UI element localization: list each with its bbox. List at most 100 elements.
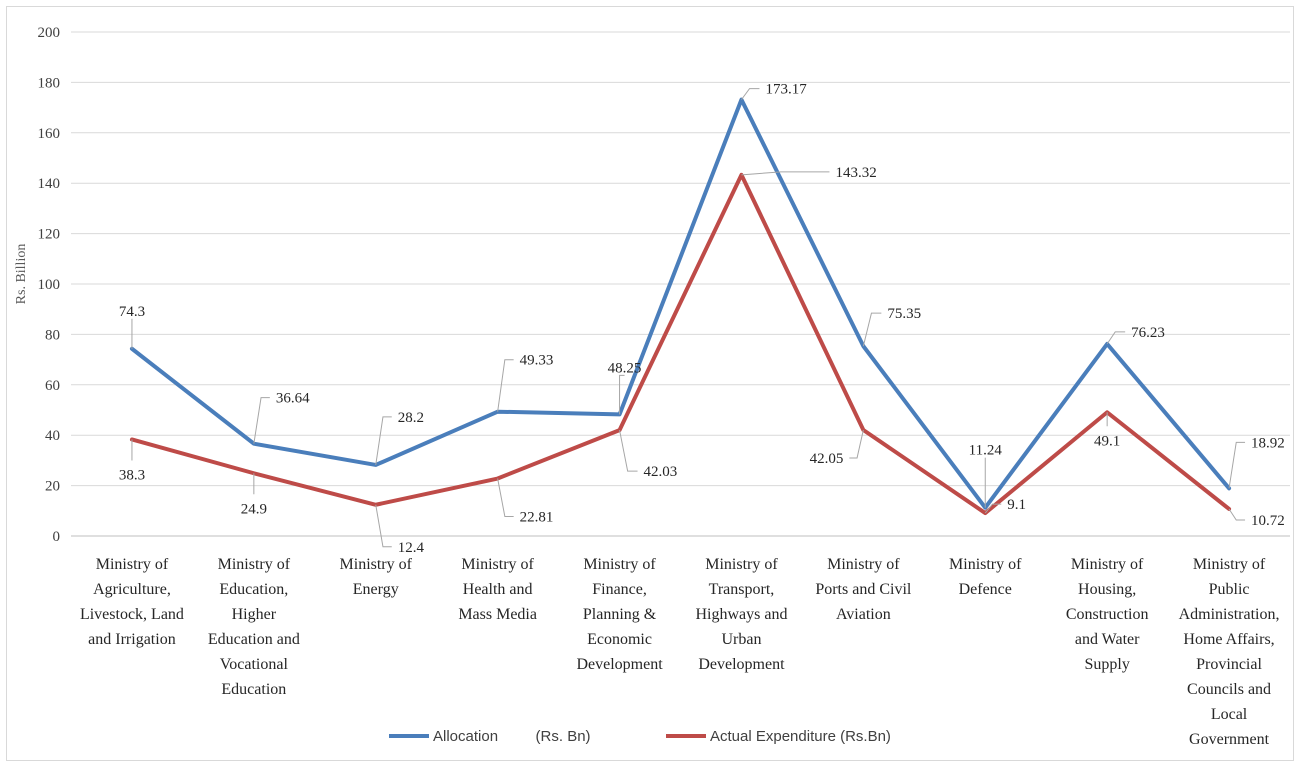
data-label: 74.3	[119, 304, 145, 320]
y-tick-label: 200	[38, 25, 61, 41]
x-tick-label: Ministry of Ports and Civil Aviation	[815, 556, 912, 623]
x-tick-label-line: Health and	[463, 581, 533, 598]
x-tick-label-line: Public	[1209, 581, 1250, 598]
data-labels-actual-expenditure: 38.3 24.9 12.4 22.81 42.03 143.32 42.05 9.1 49.1…	[119, 165, 1285, 556]
x-tick-label: Ministry of Public Administration, Home Aff…	[1179, 556, 1280, 748]
leader-line	[497, 478, 514, 518]
x-tick-label: Ministry of Housing, Construction and Water…	[1066, 556, 1149, 673]
x-tick-label-line: Highways and	[695, 606, 787, 623]
x-tick-label-line: Transport,	[709, 581, 775, 598]
data-label: 48.25	[608, 360, 642, 376]
leader-line	[619, 429, 638, 472]
legend-label-actual-expenditure: Actual Expenditure (Rs.Bn)	[710, 728, 891, 745]
leader-line	[849, 429, 864, 459]
leader-line	[497, 359, 514, 412]
x-tick-label-line: Ports and Civil	[815, 581, 912, 598]
leader-line	[375, 416, 392, 466]
x-tick-label: Ministry of Finance, Planning & Economic Dev…	[576, 556, 663, 673]
x-tick-label-line: Administration,	[1179, 606, 1280, 623]
legend-label-allocation: Allocation (Rs. Bn)	[433, 728, 591, 745]
data-label: 76.23	[1131, 325, 1165, 341]
leader-line	[1228, 441, 1246, 489]
y-tick-label: 140	[38, 176, 61, 192]
data-label: 22.81	[520, 510, 554, 526]
leader-line	[619, 374, 625, 415]
x-tick-label-line: Ministry of	[1193, 556, 1266, 573]
x-tick-label-line: Vocational	[220, 656, 289, 673]
x-tick-label-line: Development	[698, 656, 785, 673]
leader-line	[741, 88, 760, 100]
data-label: 75.35	[887, 306, 921, 322]
y-tick-label: 20	[45, 479, 60, 495]
x-tick-label-line: Energy	[353, 581, 399, 598]
y-tick-label: 120	[38, 227, 61, 243]
x-tick-label: Ministry of Health and Mass Media	[458, 556, 537, 623]
x-tick-label-line: Education,	[219, 581, 288, 598]
x-tick-label-line: Ministry of	[461, 556, 534, 573]
x-tick-label-line: Urban	[721, 631, 761, 648]
x-tick-label: Ministry of Agriculture, Livestock, Land an…	[80, 556, 184, 648]
y-tick-label: 60	[45, 378, 60, 394]
series-line-allocation	[129, 97, 1232, 510]
x-tick-label-line: Home Affairs,	[1183, 631, 1274, 648]
data-label: 38.3	[119, 467, 145, 483]
x-tick-label-line: Defence	[959, 581, 1012, 598]
data-label: 36.64	[276, 391, 310, 407]
y-tick-label: 80	[45, 327, 60, 343]
data-label: 12.4	[398, 540, 425, 556]
x-tick-label: Ministry of Energy	[340, 556, 413, 598]
x-tick-label-line: Ministry of	[218, 556, 291, 573]
legend: Allocation (Rs. Bn) Actual Expenditure (R…	[389, 728, 891, 745]
x-axis: Ministry of Agriculture, Livestock, Land an…	[80, 556, 1280, 748]
x-tick-label-line: Agriculture,	[93, 581, 171, 598]
y-axis: 0 20 40 60 80 100 120 140 160 180 200	[38, 25, 61, 545]
x-tick-label-line: Mass Media	[458, 606, 537, 623]
x-tick-label-line: and Water	[1075, 631, 1140, 648]
x-tick-label-line: Ministry of	[705, 556, 778, 573]
x-tick-label-line: Government	[1189, 731, 1270, 748]
x-tick-label-line: Higher	[232, 606, 277, 623]
series-line-actual-expenditure	[129, 172, 1232, 516]
data-label: 42.03	[644, 464, 678, 480]
leader-line	[741, 171, 830, 176]
x-tick-label-line: Finance,	[592, 581, 647, 598]
leader-line	[375, 504, 392, 548]
data-label: 49.33	[520, 353, 554, 369]
data-label: 28.2	[398, 410, 424, 426]
y-tick-label: 180	[38, 75, 61, 91]
data-label: 18.92	[1251, 435, 1285, 451]
x-tick-label-line: Ministry of	[96, 556, 169, 573]
x-tick-label-line: Development	[576, 656, 663, 673]
data-label: 11.24	[969, 443, 1003, 459]
data-label: 24.9	[241, 501, 267, 517]
x-tick-label-line: Local	[1211, 706, 1248, 723]
x-tick-label-line: Economic	[587, 631, 652, 648]
x-tick-label: Ministry of Education, Higher Education and…	[208, 556, 300, 698]
y-tick-label: 40	[45, 428, 60, 444]
leader-line	[862, 312, 882, 347]
x-tick-label-line: Construction	[1066, 606, 1149, 623]
x-tick-label-line: and Irrigation	[88, 631, 176, 648]
x-tick-label: Ministry of Defence	[949, 556, 1022, 598]
x-tick-label-line: Housing,	[1078, 581, 1136, 598]
data-label: 42.05	[810, 451, 844, 467]
y-tick-label: 100	[38, 277, 61, 293]
x-tick-label-line: Provincial	[1196, 656, 1262, 673]
data-label: 173.17	[765, 82, 807, 98]
data-labels-allocation: 74.3 36.64 28.2 49.33 48.25 173.17 75.35 11.24 7…	[119, 82, 1285, 508]
y-tick-label: 0	[53, 529, 61, 545]
x-tick-label-line: Education	[221, 681, 286, 698]
data-label: 10.72	[1251, 513, 1285, 529]
y-axis-title: Rs. Billion	[14, 244, 29, 305]
x-tick-label-line: Education and	[208, 631, 300, 648]
data-label: 143.32	[835, 165, 876, 181]
x-tick-label-line: Supply	[1084, 656, 1129, 673]
x-tick-label-line: Livestock, Land	[80, 606, 184, 623]
x-tick-label: Ministry of Transport, Highways and Urban De…	[695, 556, 787, 673]
leader-line	[1228, 508, 1246, 521]
x-tick-label-line: Aviation	[836, 606, 891, 623]
x-tick-label-line: Ministry of	[583, 556, 656, 573]
x-tick-label-line: Ministry of	[340, 556, 413, 573]
x-tick-label-line: Councils and	[1187, 681, 1271, 698]
